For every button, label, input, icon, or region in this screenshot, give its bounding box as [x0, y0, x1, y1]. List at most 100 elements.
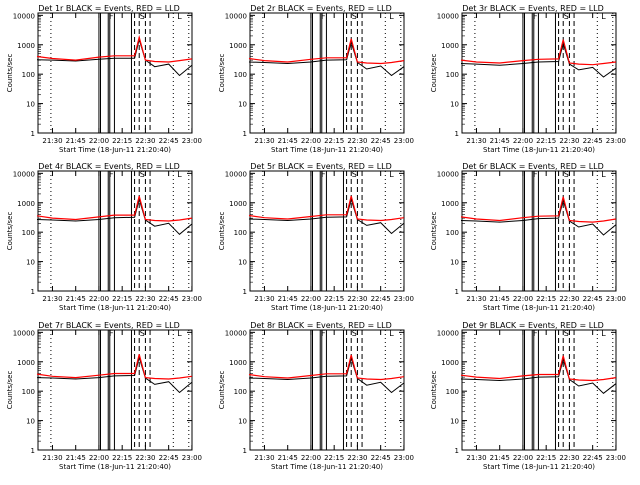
y-tick-label: 10 [450, 259, 459, 267]
y-tick-label: 1 [31, 447, 35, 455]
y-tick-label: 100 [234, 71, 247, 79]
x-axis-label: Start Time (18-Jun-11 21:20:40) [483, 463, 595, 471]
y-tick-label: 1000 [229, 200, 247, 208]
y-axis-label: Counts/sec [430, 212, 438, 251]
x-tick-label: 22:00 [89, 137, 109, 145]
x-tick-label: 22:30 [347, 454, 367, 462]
flag-label: S [564, 170, 569, 179]
flag-label: F [321, 12, 326, 21]
x-axis-label: Start Time (18-Jun-11 21:20:40) [59, 304, 171, 312]
x-axis-label: Start Time (18-Jun-11 21:20:40) [59, 463, 171, 471]
x-tick-label: 22:00 [301, 454, 321, 462]
flag-label: F [533, 329, 538, 338]
detector-panel: 1 10 100 1000 10000 21:30 21:45 22:00 22:15 22:30… [6, 321, 202, 471]
y-tick-label: 10 [26, 259, 35, 267]
x-tick-label: 22:00 [513, 137, 533, 145]
plot-frame [37, 329, 193, 451]
flag-label: L [177, 329, 182, 338]
plot-frame [249, 329, 405, 451]
flag-label: S [352, 170, 357, 179]
y-axis-label: Counts/sec [430, 371, 438, 410]
x-tick-label: 22:30 [559, 137, 579, 145]
y-tick-label: 10 [450, 418, 459, 426]
y-tick-label: 10 [238, 259, 247, 267]
y-tick-label: 1 [243, 288, 247, 296]
events-series-line [460, 198, 617, 236]
x-tick-label: 22:30 [347, 295, 367, 303]
flag-label: F [109, 329, 114, 338]
x-tick-label: 23:00 [182, 137, 202, 145]
x-tick-label: 22:45 [371, 454, 391, 462]
flag-label: L [389, 170, 394, 179]
x-tick-label: 21:30 [466, 454, 486, 462]
x-tick-label: 21:30 [42, 454, 62, 462]
y-axis-label: Counts/sec [6, 54, 14, 93]
y-tick-label: 1 [455, 288, 459, 296]
detector-panel: 1 10 100 1000 10000 21:30 21:45 22:00 22:15 22:30… [6, 4, 202, 154]
x-tick-label: 21:45 [278, 137, 298, 145]
plot-frame [461, 329, 617, 451]
lld-series-line [460, 355, 616, 382]
panel-title: Det 4r BLACK = Events, RED = LLD [38, 162, 180, 171]
x-tick-label: 21:45 [490, 137, 510, 145]
events-series-line [248, 40, 405, 77]
x-tick-label: 21:45 [490, 454, 510, 462]
lld-series-line [460, 196, 616, 223]
y-tick-label: 1000 [17, 200, 35, 208]
detector-panel: 1 10 100 1000 10000 21:30 21:45 22:00 22:15 22:30… [218, 162, 414, 312]
y-tick-label: 1 [243, 130, 247, 138]
x-axis-label: Start Time (18-Jun-11 21:20:40) [271, 146, 383, 154]
x-tick-label: 22:45 [583, 454, 603, 462]
flag-label: F [321, 170, 326, 179]
flag-label: L [389, 329, 394, 338]
x-tick-label: 22:30 [559, 295, 579, 303]
flag-label: F [109, 170, 114, 179]
x-tick-label: 22:30 [135, 137, 155, 145]
x-tick-label: 23:00 [182, 295, 202, 303]
x-tick-label: 21:30 [466, 295, 486, 303]
detector-panel: 1 10 100 1000 10000 21:30 21:45 22:00 22:15 22:30… [430, 162, 626, 312]
y-tick-label: 100 [446, 71, 459, 79]
plot-frame [249, 170, 405, 292]
x-tick-label: 23:00 [394, 295, 414, 303]
flag-label: S [140, 329, 145, 338]
panel-title: Det 5r BLACK = Events, RED = LLD [250, 162, 392, 171]
lld-series-line [460, 39, 616, 66]
y-tick-label: 10000 [225, 170, 247, 178]
x-tick-label: 22:30 [559, 454, 579, 462]
x-tick-label: 22:00 [301, 295, 321, 303]
flag-label: F [533, 170, 538, 179]
x-tick-label: 22:30 [135, 454, 155, 462]
x-tick-label: 22:45 [159, 454, 179, 462]
y-tick-label: 100 [22, 71, 35, 79]
x-axis-label: Start Time (18-Jun-11 21:20:40) [483, 146, 595, 154]
x-tick-label: 21:30 [466, 137, 486, 145]
x-tick-label: 22:15 [112, 295, 132, 303]
lld-series-line [36, 354, 192, 380]
x-tick-label: 22:30 [135, 295, 155, 303]
y-tick-label: 1000 [17, 359, 35, 367]
y-tick-label: 10 [238, 101, 247, 109]
y-axis-label: Counts/sec [6, 371, 14, 410]
y-tick-label: 10 [26, 418, 35, 426]
detector-panel: 1 10 100 1000 10000 21:30 21:45 22:00 22:15 22:30… [218, 321, 414, 471]
plot-frame [461, 12, 617, 134]
y-tick-label: 100 [446, 229, 459, 237]
y-tick-label: 100 [234, 229, 247, 237]
x-tick-label: 22:30 [347, 137, 367, 145]
y-tick-label: 10000 [437, 329, 459, 337]
y-tick-label: 1000 [441, 359, 459, 367]
x-tick-label: 22:45 [583, 137, 603, 145]
x-tick-label: 21:30 [254, 137, 274, 145]
panel-title: Det 3r BLACK = Events, RED = LLD [462, 4, 604, 13]
x-axis-label: Start Time (18-Jun-11 21:20:40) [483, 304, 595, 312]
lld-series-line [248, 38, 404, 65]
flag-label: F [321, 329, 326, 338]
y-tick-label: 100 [22, 229, 35, 237]
flag-label: L [601, 170, 606, 179]
y-axis-label: Counts/sec [6, 212, 14, 251]
x-axis-label: Start Time (18-Jun-11 21:20:40) [59, 146, 171, 154]
flag-label: S [140, 170, 145, 179]
x-tick-label: 22:45 [583, 295, 603, 303]
events-series-line [36, 197, 193, 235]
